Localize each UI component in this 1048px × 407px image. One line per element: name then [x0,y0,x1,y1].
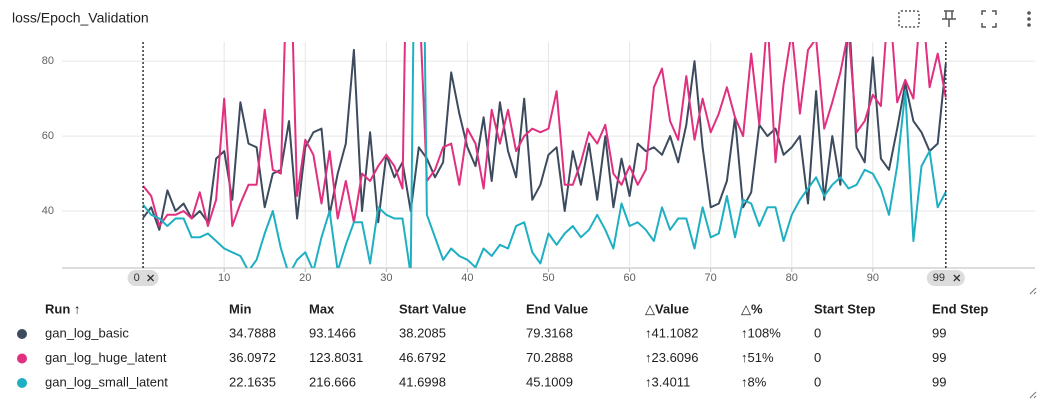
table-cell: 99 [932,350,946,365]
x-tick-label: 90 [867,272,879,284]
x-tick-label: 80 [786,272,798,284]
column-header: △Value [645,301,689,316]
fullscreen-button[interactable] [981,10,997,28]
table-cell: ↑41.1082 [645,325,699,340]
resize-handle[interactable] [1029,287,1037,399]
x-tick-label: 10 [218,272,230,284]
table-cell: ↑108% [741,325,781,340]
table-cell: gan_log_basic [45,325,129,340]
table-cell: 99 [932,325,946,340]
table-cell: 99 [932,374,946,389]
table-cell: 22.1635 [229,374,276,389]
column-header: △% [741,301,763,316]
table-cell: ↑3.4011 [645,374,690,389]
column-header: Max [309,301,335,316]
table-cell: gan_log_huge_latent [45,350,167,365]
x-tick-label: 50 [542,272,554,284]
table-cell: 36.0972 [229,350,276,365]
table-cell: 41.6998 [399,374,446,389]
table-cell: ↑23.6096 [645,350,699,365]
table-cell: 38.2085 [399,325,446,340]
table-cell: ↑51% [741,350,774,365]
x-tick-label: 70 [705,272,717,284]
table-cell: 0 [814,350,821,365]
toggle-button[interactable] [898,10,920,28]
column-header: End Value [526,301,588,316]
table-cell: 93.1466 [309,325,356,340]
y-tick-label: 60 [42,130,54,142]
table-cell: 123.8031 [309,350,363,365]
column-header: Start Step [814,301,875,316]
column-header[interactable]: Run ↑ [45,301,80,316]
pin-button[interactable] [942,10,956,27]
x-tick-label: 60 [623,272,635,284]
table-cell: 46.6792 [399,350,446,365]
run-color [17,353,27,364]
series-line [142,42,947,227]
range-remove[interactable] [147,274,155,282]
range-badge [127,270,159,286]
range-remove[interactable] [953,274,961,282]
x-tick-label: 30 [380,272,392,284]
range-label: 99 [933,272,945,284]
run-color [17,329,27,339]
table-cell: 45.1009 [526,374,573,389]
more-button[interactable] [1027,11,1031,27]
range-badge [926,270,965,286]
table-cell: 216.666 [309,374,356,389]
table-cell: gan_log_small_latent [45,374,168,389]
column-header: Start Value [399,301,466,316]
y-tick-label: 40 [42,205,54,217]
run-color [17,378,27,388]
table-cell: ↑8% [741,374,767,389]
column-header: End Step [932,301,988,316]
table-cell: 79.3168 [526,325,573,340]
card-title: loss/Epoch_Validation [12,10,149,26]
plot-area [142,42,947,268]
series-line [142,42,947,268]
x-tick-label: 20 [299,272,311,284]
range-label: 0 [134,272,140,284]
table-cell: 0 [814,374,821,389]
table-cell: 34.7888 [229,325,276,340]
column-header: Min [229,301,251,316]
x-tick-label: 40 [461,272,473,284]
table-cell: 70.2888 [526,350,573,365]
toolbar [898,10,997,28]
table-cell: 0 [814,325,821,340]
y-tick-label: 80 [42,55,54,67]
